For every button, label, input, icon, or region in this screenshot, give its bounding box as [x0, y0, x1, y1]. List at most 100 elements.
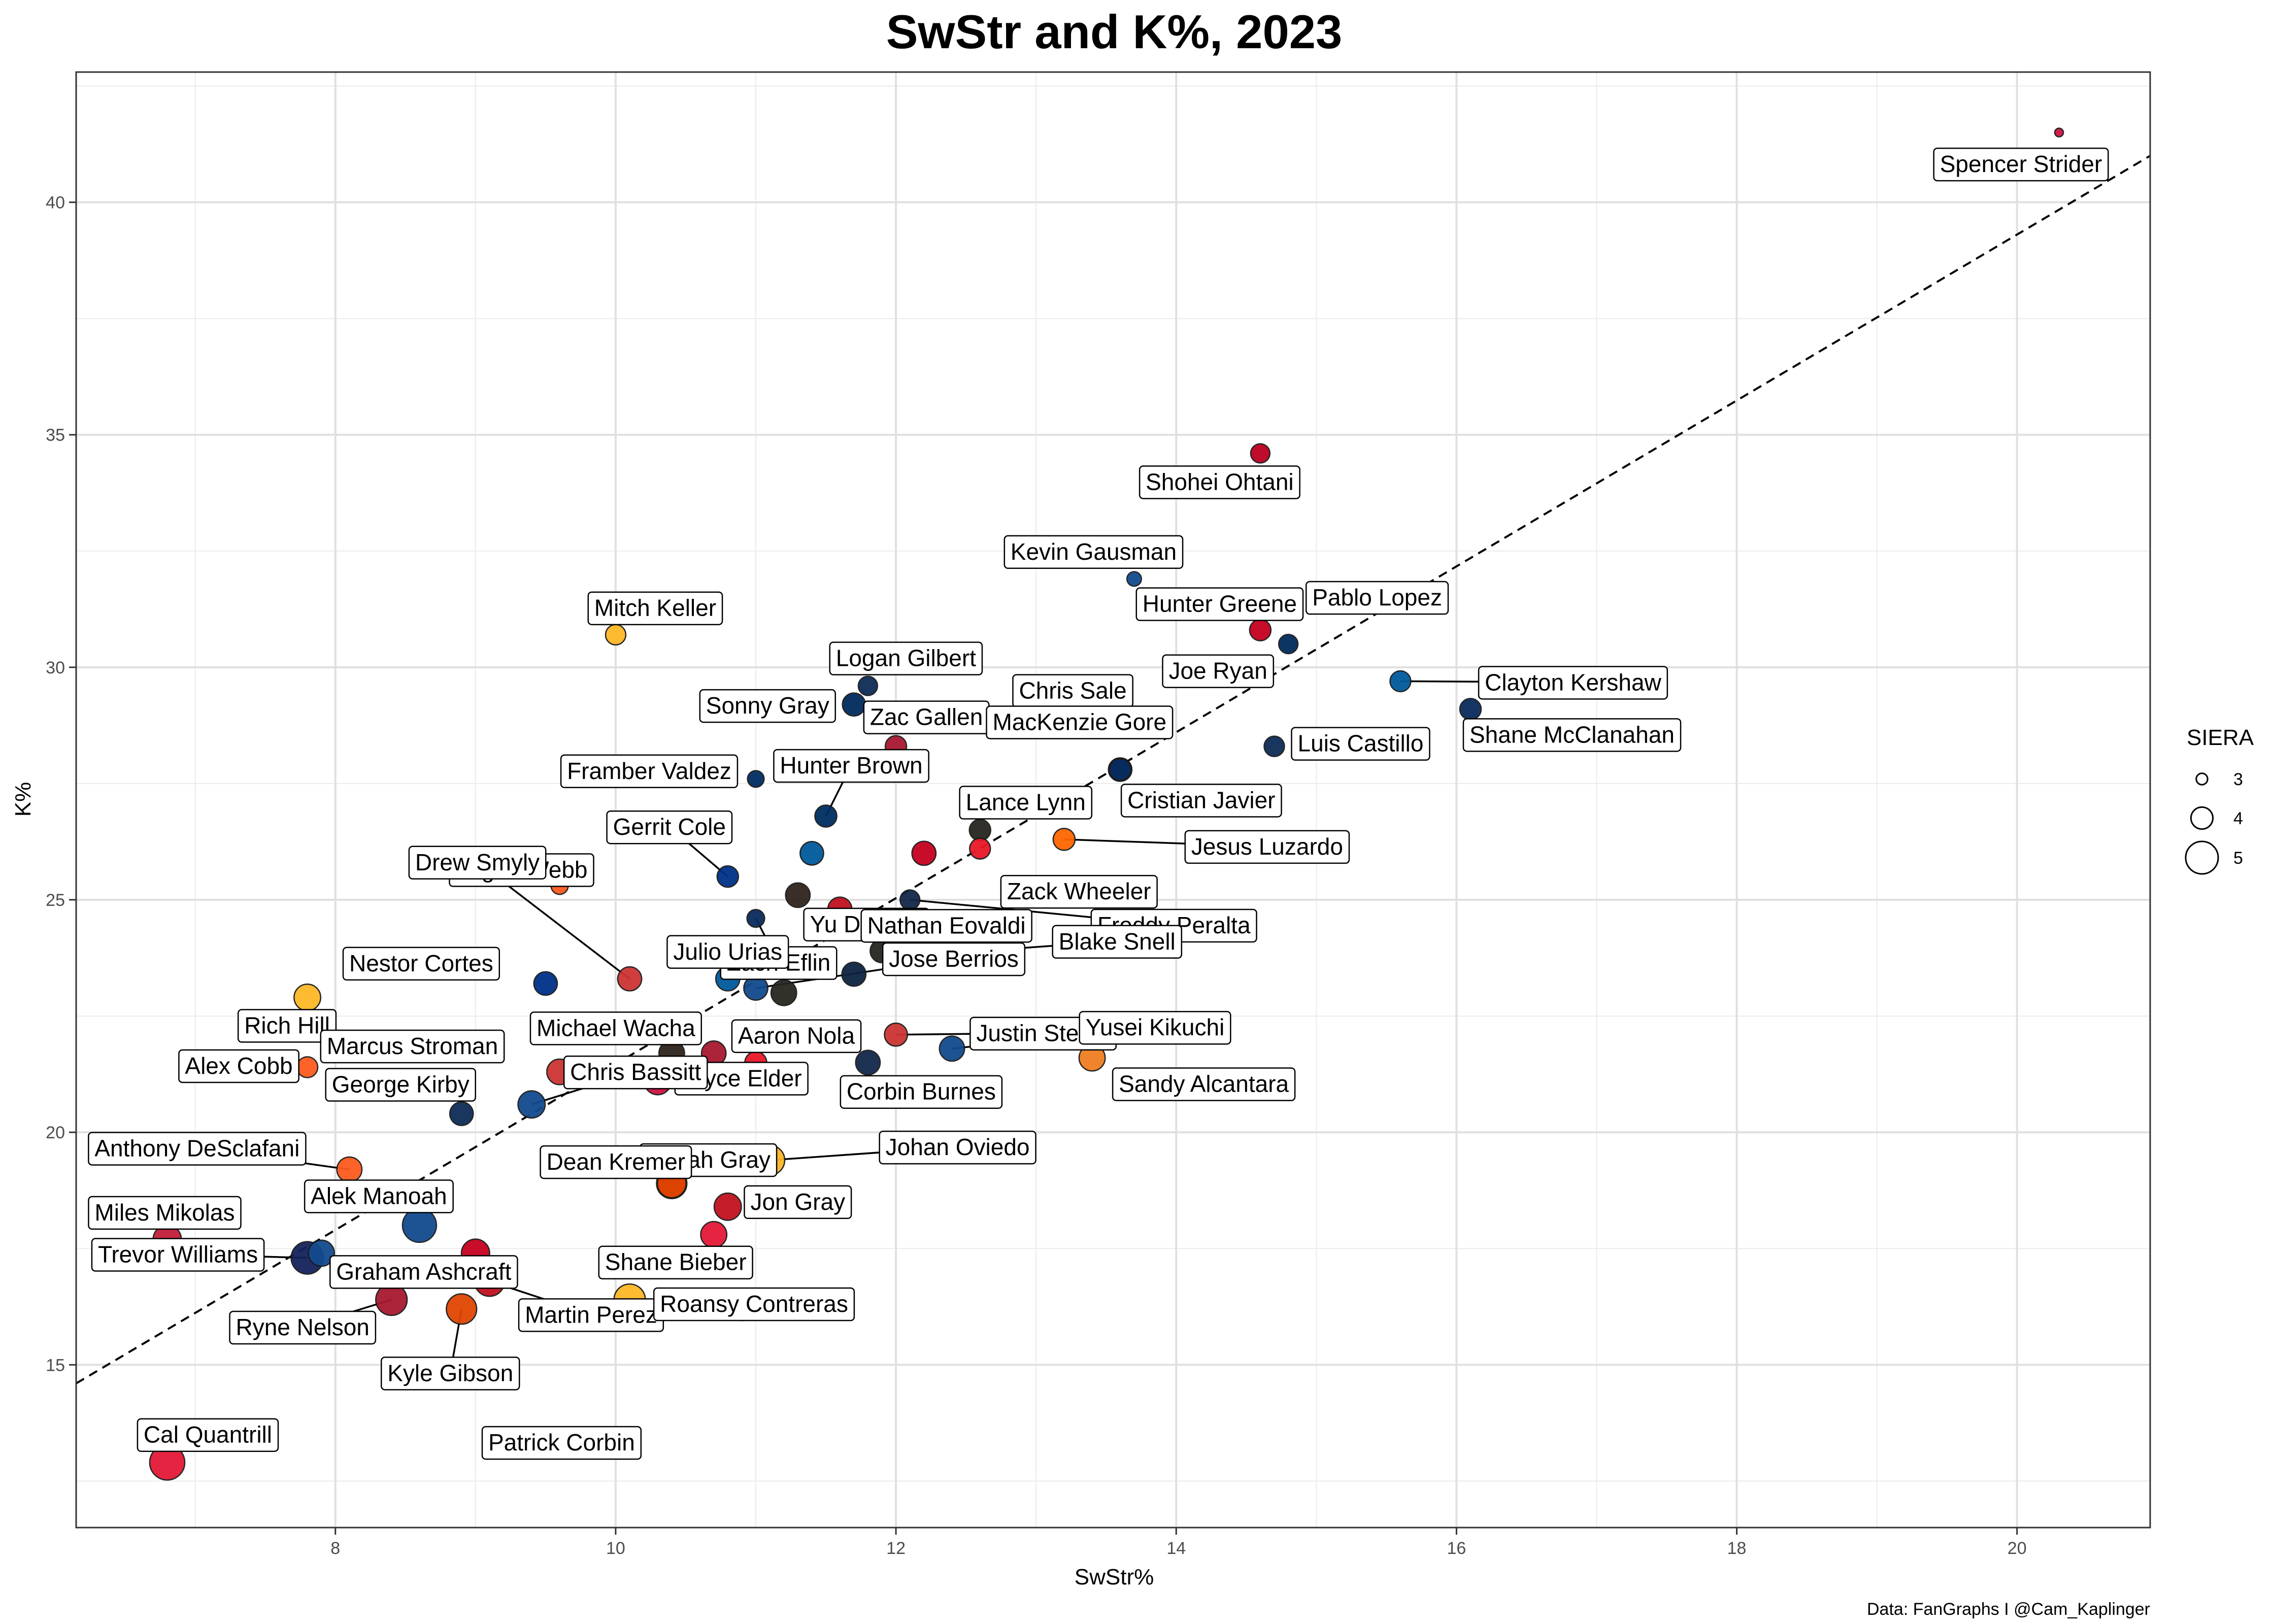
data-point — [336, 1156, 363, 1183]
data-point — [308, 1239, 336, 1267]
data-point — [2054, 127, 2064, 138]
y-tick-label: 15 — [46, 1356, 65, 1375]
label-text: George Kirby — [332, 1071, 470, 1097]
y-tick-label: 25 — [46, 891, 65, 910]
point-label: Sonny Gray — [699, 689, 836, 723]
label-text: Pablo Lopez — [1312, 584, 1442, 611]
label-box — [1933, 147, 2109, 182]
label-box — [408, 845, 547, 880]
label-text: Zack Wheeler — [1007, 878, 1151, 904]
data-point — [939, 1035, 965, 1062]
label-text: Anthony DeSclafani — [94, 1135, 299, 1161]
label-box — [560, 754, 739, 789]
data-point — [716, 865, 740, 888]
label-text: Corbin Burnes — [847, 1078, 996, 1105]
point-label: Mitch Keller — [587, 591, 723, 625]
data-point — [1250, 443, 1271, 464]
point-label: Spencer Strider — [1933, 147, 2109, 182]
point-label: George Kirby — [325, 1068, 476, 1102]
label-box — [731, 1019, 862, 1053]
label-box — [320, 1029, 505, 1064]
point-label: Jesus Luzardo — [1184, 830, 1350, 864]
label-box — [606, 810, 733, 844]
point-label: Shohei Ohtani — [1139, 465, 1300, 499]
x-tick-label: 14 — [1166, 1539, 1186, 1558]
label-box — [229, 1310, 377, 1345]
data-point — [1052, 828, 1076, 851]
label-text: Shane McClanahan — [1469, 721, 1675, 748]
point-label: Sandy Alcantara — [1112, 1067, 1296, 1101]
point-label: Hunter Greene — [1135, 587, 1304, 621]
label-text: Michael Wacha — [537, 1014, 695, 1041]
point-label: Chris Bassitt — [563, 1055, 708, 1090]
point-label: Patrick Corbin — [481, 1426, 642, 1460]
point-label: Anthony DeSclafani — [88, 1132, 307, 1166]
label-box — [860, 909, 1032, 943]
point-label: Graham Ashcraft — [329, 1255, 518, 1289]
label-box — [1052, 925, 1183, 959]
label-box — [540, 1145, 692, 1179]
point-label: Drew Smyly — [408, 845, 547, 880]
label-text: Jon Gray — [750, 1189, 845, 1215]
label-text: Nathan Eovaldi — [867, 912, 1026, 938]
legend-label: 5 — [2233, 849, 2243, 868]
label-box — [380, 1357, 520, 1391]
data-point — [1109, 758, 1132, 782]
point-label: Alex Cobb — [178, 1049, 299, 1084]
label-box — [329, 1255, 518, 1289]
point-label: Trevor Williams — [91, 1238, 265, 1272]
label-box — [237, 1009, 337, 1043]
label-text: Johan Oviedo — [886, 1134, 1030, 1160]
legend-label: 4 — [2233, 809, 2243, 828]
legend-key — [2190, 806, 2214, 830]
label-box — [1112, 1067, 1296, 1101]
label-box — [342, 946, 500, 981]
label-text: Aaron Nola — [738, 1023, 855, 1049]
data-point — [402, 1207, 438, 1243]
label-box — [1184, 830, 1350, 864]
x-tick-label: 20 — [2008, 1539, 2027, 1558]
label-text: Martin Perez — [525, 1301, 657, 1328]
data-point — [968, 819, 991, 841]
label-box — [879, 1130, 1036, 1165]
chart-title: SwStr and K%, 2023 — [886, 5, 1343, 58]
label-box — [653, 1287, 855, 1322]
label-text: Clayton Kershaw — [1485, 669, 1661, 695]
y-axis-ticks: 15 20 25 30 35 40 — [46, 193, 76, 1375]
label-box — [840, 1075, 1003, 1109]
label-box — [178, 1049, 299, 1084]
data-point — [857, 675, 879, 696]
label-box — [744, 1185, 852, 1220]
label-text: Chris Sale — [1019, 677, 1126, 703]
y-tick-label: 20 — [46, 1123, 65, 1142]
point-label: Jon Gray — [744, 1185, 852, 1220]
label-text: Julio Urias — [673, 938, 782, 965]
label-text: Ryne Nelson — [236, 1314, 370, 1340]
label-box — [1162, 654, 1275, 688]
data-point — [911, 840, 937, 866]
data-point — [713, 1192, 742, 1221]
data-point — [296, 1056, 319, 1078]
label-text: Cristian Javier — [1127, 787, 1275, 813]
label-box — [829, 641, 983, 675]
point-label: Chris Sale — [1012, 674, 1133, 708]
point-label: MacKenzie Gore — [986, 705, 1174, 739]
data-point — [446, 1293, 478, 1325]
point-label: Marcus Stroman — [320, 1029, 505, 1064]
data-point — [1459, 698, 1482, 721]
label-text: Dean Kremer — [547, 1148, 686, 1175]
label-text: Chris Bassitt — [570, 1059, 701, 1085]
point-label: Clayton Kershaw — [1478, 666, 1668, 700]
label-box — [1478, 666, 1668, 700]
label-box — [1000, 874, 1158, 909]
data-point — [884, 1022, 908, 1047]
label-box — [986, 705, 1174, 739]
point-label: Miles Mikolas — [88, 1196, 242, 1230]
point-label: Rich Hill — [237, 1009, 337, 1043]
x-tick-label: 12 — [886, 1539, 906, 1558]
label-text: Trevor Williams — [98, 1241, 258, 1268]
label-box — [1291, 727, 1430, 761]
x-tick-label: 16 — [1447, 1539, 1466, 1558]
data-point — [533, 971, 558, 996]
label-text: Kevin Gausman — [1011, 538, 1177, 565]
